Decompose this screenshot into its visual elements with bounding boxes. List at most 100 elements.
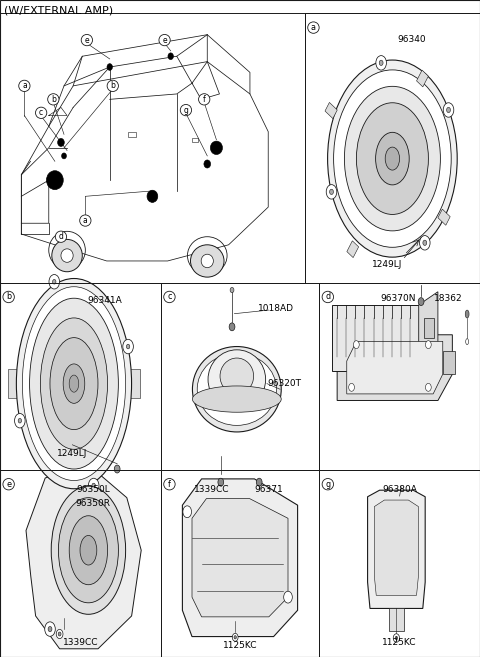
Polygon shape bbox=[332, 305, 419, 371]
Ellipse shape bbox=[88, 478, 99, 493]
Bar bbox=[443, 351, 455, 374]
Text: e: e bbox=[6, 480, 11, 489]
Text: 1249LJ: 1249LJ bbox=[372, 260, 403, 269]
Bar bbox=[305, 13, 480, 283]
Bar bbox=[192, 139, 198, 143]
Bar bbox=[319, 283, 480, 470]
Ellipse shape bbox=[425, 384, 431, 392]
Bar bbox=[128, 369, 140, 398]
Bar bbox=[319, 470, 480, 657]
Ellipse shape bbox=[418, 298, 424, 306]
Ellipse shape bbox=[327, 60, 457, 257]
Ellipse shape bbox=[210, 141, 223, 154]
Text: 96341A: 96341A bbox=[87, 296, 122, 306]
Ellipse shape bbox=[229, 323, 235, 330]
Polygon shape bbox=[347, 342, 443, 394]
Text: d: d bbox=[59, 232, 63, 241]
Text: b: b bbox=[110, 81, 115, 91]
Text: 96340: 96340 bbox=[397, 35, 426, 44]
Ellipse shape bbox=[16, 279, 132, 489]
Bar bbox=[8, 369, 20, 398]
Text: 1339CC: 1339CC bbox=[194, 485, 229, 494]
Ellipse shape bbox=[192, 346, 281, 432]
Ellipse shape bbox=[123, 339, 133, 353]
Bar bbox=[0, 13, 480, 283]
Ellipse shape bbox=[334, 70, 451, 247]
Ellipse shape bbox=[188, 237, 227, 275]
Text: 96350R: 96350R bbox=[76, 499, 111, 509]
Ellipse shape bbox=[191, 245, 224, 277]
Text: 96320T: 96320T bbox=[267, 379, 301, 388]
Ellipse shape bbox=[465, 310, 469, 318]
Text: c: c bbox=[39, 108, 43, 118]
Ellipse shape bbox=[353, 341, 359, 349]
Ellipse shape bbox=[423, 240, 427, 246]
Ellipse shape bbox=[168, 53, 173, 60]
Text: e: e bbox=[162, 35, 167, 45]
Ellipse shape bbox=[92, 483, 96, 487]
Bar bbox=[0, 283, 161, 470]
Bar bbox=[347, 241, 359, 258]
Polygon shape bbox=[26, 465, 141, 649]
Text: c: c bbox=[167, 292, 172, 302]
Ellipse shape bbox=[53, 279, 56, 284]
Ellipse shape bbox=[344, 86, 441, 231]
Text: 1125KC: 1125KC bbox=[383, 638, 417, 647]
Text: 96350L: 96350L bbox=[76, 485, 110, 494]
Polygon shape bbox=[419, 292, 438, 371]
Ellipse shape bbox=[48, 627, 52, 632]
Ellipse shape bbox=[218, 478, 224, 486]
Ellipse shape bbox=[50, 338, 98, 430]
Bar bbox=[423, 318, 434, 338]
Ellipse shape bbox=[197, 353, 276, 425]
Ellipse shape bbox=[379, 60, 383, 66]
Ellipse shape bbox=[376, 56, 386, 70]
Polygon shape bbox=[368, 490, 425, 608]
Ellipse shape bbox=[256, 478, 262, 486]
Ellipse shape bbox=[284, 591, 292, 603]
Ellipse shape bbox=[220, 358, 253, 394]
Text: f: f bbox=[203, 95, 205, 104]
Ellipse shape bbox=[51, 486, 126, 614]
Text: a: a bbox=[83, 216, 88, 225]
Ellipse shape bbox=[14, 413, 25, 428]
Ellipse shape bbox=[395, 637, 397, 640]
Polygon shape bbox=[192, 499, 288, 617]
Polygon shape bbox=[337, 335, 452, 401]
Bar bbox=[389, 608, 404, 631]
Ellipse shape bbox=[393, 634, 399, 643]
Ellipse shape bbox=[425, 341, 431, 349]
Ellipse shape bbox=[192, 386, 281, 412]
Ellipse shape bbox=[58, 632, 61, 636]
Text: 96371: 96371 bbox=[254, 485, 283, 494]
Text: 1249LJ: 1249LJ bbox=[57, 449, 87, 458]
Bar bbox=[161, 283, 319, 470]
Ellipse shape bbox=[420, 236, 430, 250]
Text: a: a bbox=[22, 81, 27, 91]
Ellipse shape bbox=[45, 622, 55, 636]
Text: e: e bbox=[84, 35, 89, 45]
Ellipse shape bbox=[183, 506, 192, 518]
Text: g: g bbox=[325, 480, 330, 489]
Polygon shape bbox=[374, 500, 419, 595]
Ellipse shape bbox=[348, 384, 354, 392]
Ellipse shape bbox=[147, 191, 158, 202]
Text: b: b bbox=[51, 95, 56, 104]
Ellipse shape bbox=[126, 344, 130, 349]
Text: 1339CC: 1339CC bbox=[63, 638, 98, 647]
Ellipse shape bbox=[63, 364, 85, 403]
Ellipse shape bbox=[58, 139, 64, 147]
Ellipse shape bbox=[52, 239, 82, 272]
Polygon shape bbox=[182, 479, 298, 637]
Text: (W/EXTERNAL AMP): (W/EXTERNAL AMP) bbox=[4, 5, 113, 15]
Ellipse shape bbox=[201, 254, 213, 267]
Text: 96380A: 96380A bbox=[382, 485, 417, 494]
Ellipse shape bbox=[466, 339, 468, 344]
Ellipse shape bbox=[232, 633, 238, 641]
Text: 96370N: 96370N bbox=[380, 294, 416, 304]
Bar bbox=[417, 70, 428, 87]
Ellipse shape bbox=[49, 275, 60, 289]
Ellipse shape bbox=[59, 498, 119, 603]
Text: d: d bbox=[325, 292, 330, 302]
Ellipse shape bbox=[49, 231, 85, 269]
